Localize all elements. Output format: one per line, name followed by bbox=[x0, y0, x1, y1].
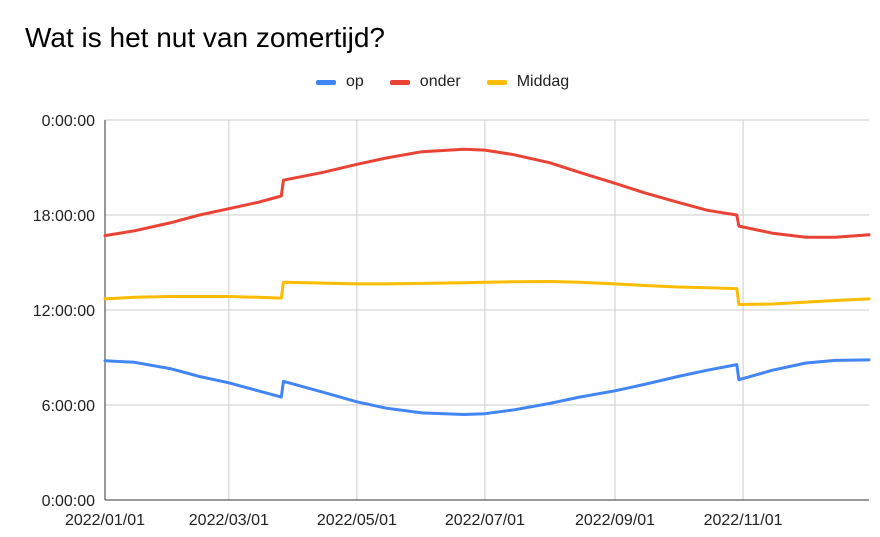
series-line-middag bbox=[103, 280, 871, 306]
legend-swatch-onder bbox=[389, 79, 410, 85]
x-tick-label: 2022/09/01 bbox=[575, 512, 655, 529]
y-tick-label: 0:00:00 bbox=[42, 113, 95, 130]
legend-label-op: op bbox=[346, 73, 364, 90]
y-axis-ticks: 0:00:00 6:00:00 12:00:00 18:00:00 0:00:00 bbox=[33, 113, 95, 510]
y-tick-label: 18:00:00 bbox=[33, 208, 95, 225]
x-tick-label: 2022/11/01 bbox=[704, 512, 783, 529]
gridlines bbox=[105, 119, 869, 500]
legend: op onder Middag bbox=[316, 73, 569, 91]
series-line-op bbox=[103, 358, 871, 416]
x-axis-ticks: 2022/01/01 2022/03/01 2022/05/01 2022/07/01… bbox=[65, 512, 783, 529]
axes bbox=[104, 120, 869, 501]
series-lines bbox=[103, 147, 871, 416]
legend-item-op[interactable]: op bbox=[316, 73, 364, 91]
y-tick-label: 12:00:00 bbox=[33, 303, 95, 320]
chart-title: Wat is het nut van zomertijd? bbox=[25, 22, 386, 53]
legend-label-onder: onder bbox=[419, 73, 461, 90]
x-tick-label: 2022/05/01 bbox=[317, 512, 397, 529]
legend-label-middag: Middag bbox=[516, 73, 570, 90]
legend-swatch-middag bbox=[486, 79, 507, 85]
legend-swatch-op bbox=[316, 79, 336, 85]
y-tick-label: 6:00:00 bbox=[42, 398, 95, 415]
x-tick-label: 2022/01/01 bbox=[65, 512, 145, 529]
legend-item-middag[interactable]: Middag bbox=[486, 73, 570, 91]
legend-item-onder[interactable]: onder bbox=[389, 73, 461, 91]
series-line-onder bbox=[103, 147, 871, 239]
x-tick-label: 2022/03/01 bbox=[189, 512, 269, 529]
y-tick-label: 0:00:00 bbox=[42, 493, 95, 510]
x-tick-label: 2022/07/01 bbox=[445, 512, 525, 529]
